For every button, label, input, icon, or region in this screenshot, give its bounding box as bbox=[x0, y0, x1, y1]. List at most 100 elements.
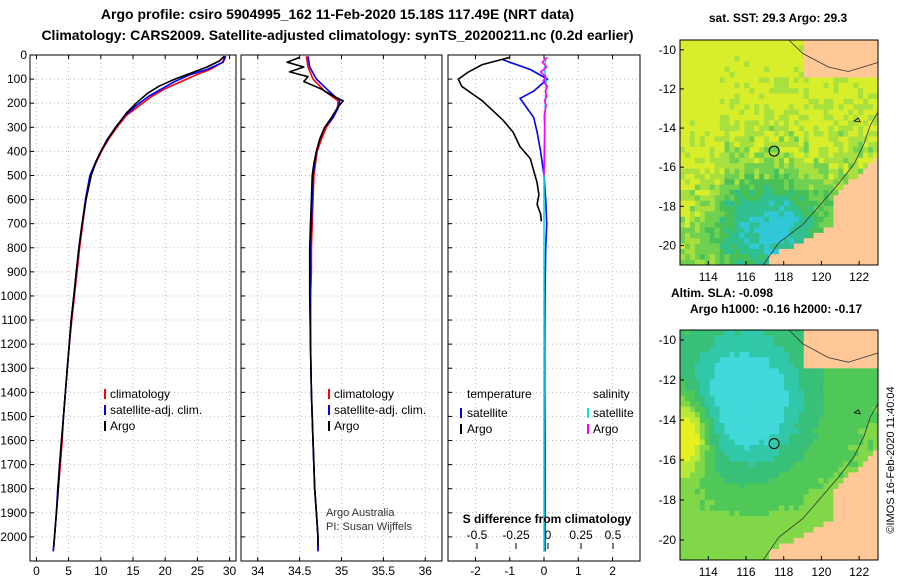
x-tick-label: -1 bbox=[504, 564, 515, 578]
legend-label: satellite bbox=[467, 406, 508, 420]
y-tick-label: 600 bbox=[7, 193, 27, 207]
map-y-tick-label: -16 bbox=[659, 453, 677, 467]
map-y-tick-label: -20 bbox=[659, 238, 677, 252]
y-tick-label: 400 bbox=[7, 144, 27, 158]
profile-panel-1 bbox=[29, 54, 237, 562]
legend-label: climatology bbox=[110, 387, 170, 401]
bathymetry-contour bbox=[788, 329, 879, 363]
x-tick-label: 34.5 bbox=[288, 564, 312, 578]
map-y-tick-label: -10 bbox=[659, 333, 677, 347]
legend-label: Argo bbox=[110, 419, 136, 433]
legend-label: Argo bbox=[467, 422, 493, 436]
top-axis-tick-label: -0.25 bbox=[502, 528, 530, 542]
imos-credit: ©IMOS 16-Feb-2020 11:40:04 bbox=[885, 386, 897, 533]
series-line-argo bbox=[457, 56, 543, 222]
x-tick-label: 0 bbox=[33, 564, 40, 578]
sla-map bbox=[679, 329, 879, 561]
x-tick-label: 36 bbox=[419, 564, 433, 578]
map-x-tick-label: 120 bbox=[811, 565, 831, 579]
y-tick-label: 500 bbox=[7, 168, 27, 182]
x-tick-label: 30 bbox=[223, 564, 237, 578]
map-cells bbox=[680, 330, 879, 561]
figure-title-line2: Climatology: CARS2009. Satellite-adjuste… bbox=[41, 27, 634, 43]
profile-panel-2 bbox=[240, 54, 443, 562]
map-x-tick-label: 122 bbox=[849, 565, 869, 579]
y-tick-label: 900 bbox=[7, 265, 27, 279]
annotation-line: Argo Australia bbox=[326, 507, 395, 519]
series-line-argo bbox=[286, 56, 345, 547]
legend-label: satellite-adj. clim. bbox=[110, 403, 202, 417]
y-tick-label: 1800 bbox=[0, 482, 27, 496]
series-line-argo bbox=[539, 56, 549, 176]
legend-label: Argo bbox=[334, 419, 360, 433]
map-x-tick-label: 114 bbox=[699, 270, 718, 284]
map-x-tick-label: 120 bbox=[811, 270, 831, 284]
map-x-tick-label: 116 bbox=[736, 270, 755, 284]
series-line-satellite-adj-clim- bbox=[52, 55, 227, 552]
profile-panel-3 bbox=[447, 54, 641, 562]
y-tick-label: 800 bbox=[7, 241, 27, 255]
map-y-tick-label: -14 bbox=[659, 121, 677, 135]
sla-map-title: Altim. SLA: -0.098 bbox=[671, 286, 773, 300]
map-y-tick-label: -14 bbox=[659, 413, 677, 427]
top-axis-tick-label: 0.25 bbox=[569, 528, 593, 542]
map-y-tick-label: -18 bbox=[659, 493, 677, 507]
y-tick-label: 700 bbox=[7, 217, 27, 231]
bathymetry-contour bbox=[762, 111, 879, 266]
sst-map-title: sat. SST: 29.3 Argo: 29.3 bbox=[709, 11, 848, 25]
y-tick-label: 2000 bbox=[0, 530, 27, 544]
map-x-tick-label: 118 bbox=[774, 270, 793, 284]
map-y-tick-label: -12 bbox=[659, 373, 677, 387]
legend-label: climatology bbox=[334, 387, 394, 401]
y-tick-label: 300 bbox=[7, 120, 27, 134]
x-tick-label: 10 bbox=[94, 564, 108, 578]
legend-label: Argo bbox=[593, 422, 619, 436]
series-line-satellite bbox=[502, 59, 549, 552]
y-tick-label: 1500 bbox=[0, 409, 27, 423]
island-outline bbox=[853, 117, 861, 123]
bathymetry-contour bbox=[788, 39, 879, 72]
profile-location-marker bbox=[768, 438, 780, 450]
map-y-tick-label: -20 bbox=[659, 533, 677, 547]
map-y-tick-label: -18 bbox=[659, 199, 677, 213]
map-x-tick-label: 116 bbox=[736, 565, 755, 579]
map-frame bbox=[679, 329, 879, 561]
top-axis-label: S difference from climatology bbox=[463, 512, 632, 526]
y-tick-label: 1700 bbox=[0, 458, 27, 472]
y-tick-label: 1900 bbox=[0, 506, 27, 520]
series-line-argo bbox=[53, 55, 225, 547]
y-tick-label: 1600 bbox=[0, 434, 27, 448]
map-y-tick-label: -16 bbox=[659, 160, 677, 174]
map-y-tick-label: -10 bbox=[659, 43, 677, 57]
legend-label: satellite bbox=[593, 406, 634, 420]
y-tick-label: 200 bbox=[7, 96, 27, 110]
profile-location-marker bbox=[768, 145, 780, 157]
y-tick-label: 1100 bbox=[1, 313, 27, 327]
x-tick-label: 5 bbox=[65, 564, 72, 578]
sst-map bbox=[679, 39, 879, 266]
x-tick-label: 35.5 bbox=[372, 564, 396, 578]
legend-label: satellite-adj. clim. bbox=[334, 403, 426, 417]
top-axis-tick-label: 0 bbox=[545, 528, 552, 542]
y-tick-label: 0 bbox=[20, 48, 27, 62]
map-y-tick-label: -12 bbox=[659, 82, 677, 96]
figure-title-line1: Argo profile: csiro 5904995_162 11-Feb-2… bbox=[100, 6, 575, 22]
y-tick-label: 100 bbox=[7, 72, 27, 86]
bathymetry-contour bbox=[762, 403, 879, 561]
island-outline bbox=[853, 409, 861, 415]
x-tick-label: 2 bbox=[609, 564, 616, 578]
top-axis-tick-label: 0.5 bbox=[605, 528, 622, 542]
map-frame bbox=[679, 39, 879, 266]
x-tick-label: 25 bbox=[191, 564, 205, 578]
x-tick-label: 35 bbox=[335, 564, 349, 578]
legend-group-title: temperature bbox=[467, 387, 532, 401]
x-tick-label: 34 bbox=[251, 564, 265, 578]
y-tick-label: 1000 bbox=[0, 289, 27, 303]
sla-map-subtitle: Argo h1000: -0.16 h2000: -0.17 bbox=[690, 302, 862, 316]
map-x-tick-label: 114 bbox=[699, 565, 718, 579]
x-tick-label: 20 bbox=[159, 564, 173, 578]
annotation-line: PI: Susan Wijffels bbox=[326, 521, 412, 533]
map-x-tick-label: 118 bbox=[774, 565, 793, 579]
y-tick-label: 1300 bbox=[0, 361, 27, 375]
